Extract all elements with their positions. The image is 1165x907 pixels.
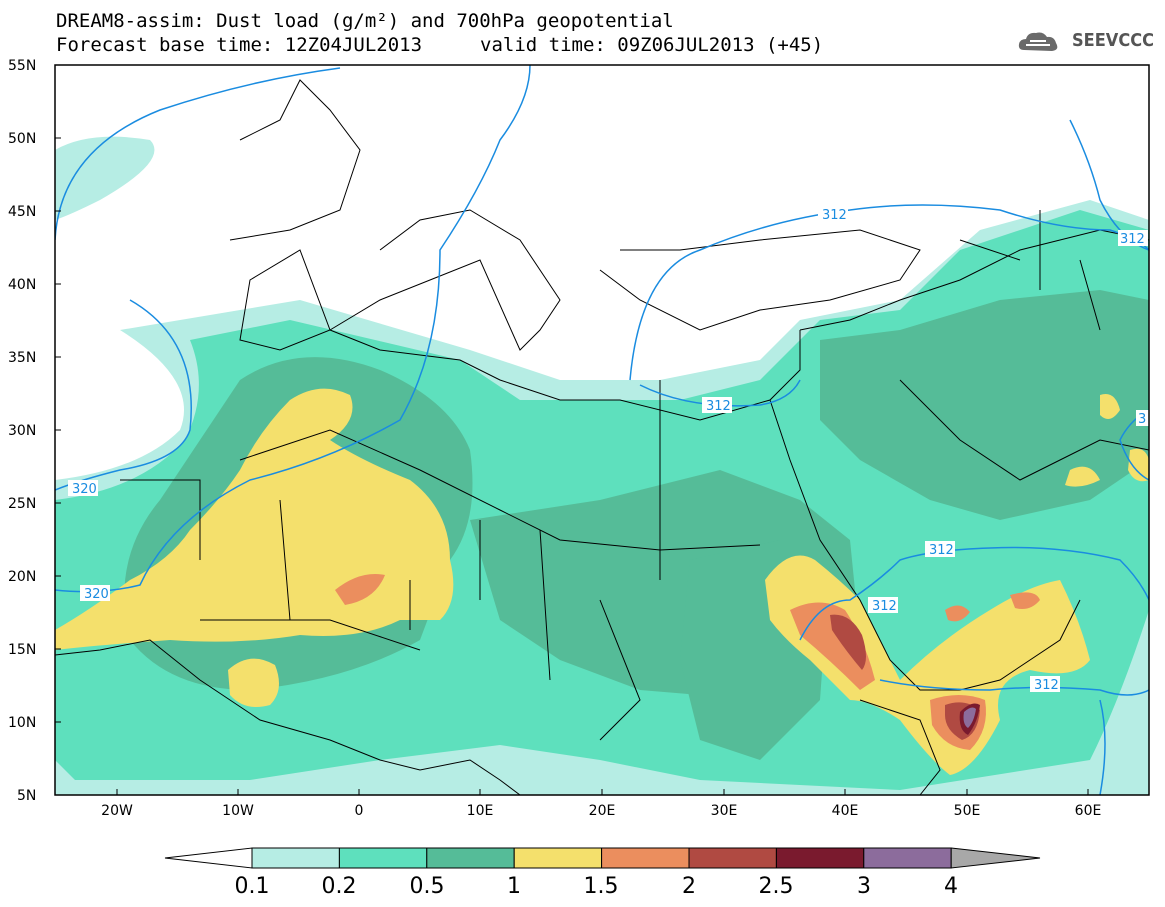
lat-label: 55N (8, 58, 36, 74)
contour-labels: 312 312 312 312 312 320 320 312 3 (68, 206, 1150, 693)
lon-label: 20E (589, 803, 616, 819)
colorbar-label: 0.1 (235, 874, 270, 899)
colorbar-label: 1.5 (584, 874, 619, 899)
colorbar-low-arrow (164, 847, 253, 869)
longitude-labels: 20W 10W 0 10E 20E 30E 40E 50E 60E (101, 803, 1101, 819)
lat-label: 10N (8, 715, 36, 731)
cloud-logo-icon (1018, 32, 1058, 51)
colorbar-label: 2 (682, 874, 696, 899)
lat-label: 20N (8, 569, 36, 585)
colorbar-swatch (251, 847, 340, 869)
lon-label: 10E (467, 803, 494, 819)
contour-label: 312 (1034, 678, 1059, 693)
colorbar-label: 0.5 (410, 874, 445, 899)
contour-label: 312 (929, 543, 954, 558)
lon-label: 10W (222, 803, 254, 819)
colorbar-label: 4 (944, 874, 958, 899)
contour-label: 320 (72, 482, 97, 497)
colorbar-swatch (338, 847, 428, 869)
lon-label: 60E (1075, 803, 1102, 819)
lat-label: 30N (8, 423, 36, 439)
dust-fields (55, 65, 1149, 795)
lon-label: 20W (101, 803, 133, 819)
lon-label: 0 (355, 803, 364, 819)
colorbar-high-arrow (950, 847, 1041, 869)
lat-label: 50N (8, 131, 36, 147)
contour-label: 312 (706, 399, 731, 414)
map-title: DREAM8-assim: Dust load (g/m²) and 700hP… (56, 10, 674, 32)
colorbar-label: 2.5 (759, 874, 794, 899)
coastlines (55, 79, 1149, 795)
lat-label: 35N (8, 350, 36, 366)
colorbar-swatch (601, 847, 690, 869)
lat-label: 40N (8, 277, 36, 293)
colorbar-swatch (426, 847, 515, 869)
colorbar-swatch (863, 847, 952, 869)
colorbar-swatch (688, 847, 777, 869)
valid-time: valid time: 09Z06JUL2013 (+45) (480, 34, 824, 56)
contour-label: 312 (872, 599, 897, 614)
contour-label: 312 (1120, 232, 1145, 247)
colorbar-label: 0.2 (322, 874, 357, 899)
contour-label: 3 (1138, 412, 1146, 427)
colorbar-label: 1 (507, 874, 521, 899)
geopotential-contours (55, 65, 1149, 795)
lat-label: 25N (8, 496, 36, 512)
logo-text: SEEVCCC (1072, 30, 1154, 51)
colorbar-swatch (775, 847, 865, 869)
forecast-base-time: Forecast base time: 12Z04JUL2013 (56, 34, 423, 56)
lat-label: 45N (8, 204, 36, 220)
colorbar (164, 847, 1041, 869)
colorbar-labels: 0.1 0.2 0.5 1 1.5 2 2.5 3 4 (235, 874, 959, 899)
colorbar-label: 3 (857, 874, 871, 899)
lat-label: 15N (8, 642, 36, 658)
contour-label: 312 (822, 208, 847, 223)
lat-label: 5N (17, 788, 36, 804)
lon-label: 50E (954, 803, 981, 819)
colorbar-swatch (513, 847, 603, 869)
latitude-labels: 55N 50N 45N 40N 35N 30N 25N 20N 15N 10N … (8, 58, 36, 804)
axis-ticks (55, 64, 1089, 795)
lon-label: 30E (711, 803, 738, 819)
contour-label: 320 (84, 587, 109, 602)
lon-label: 40E (832, 803, 859, 819)
